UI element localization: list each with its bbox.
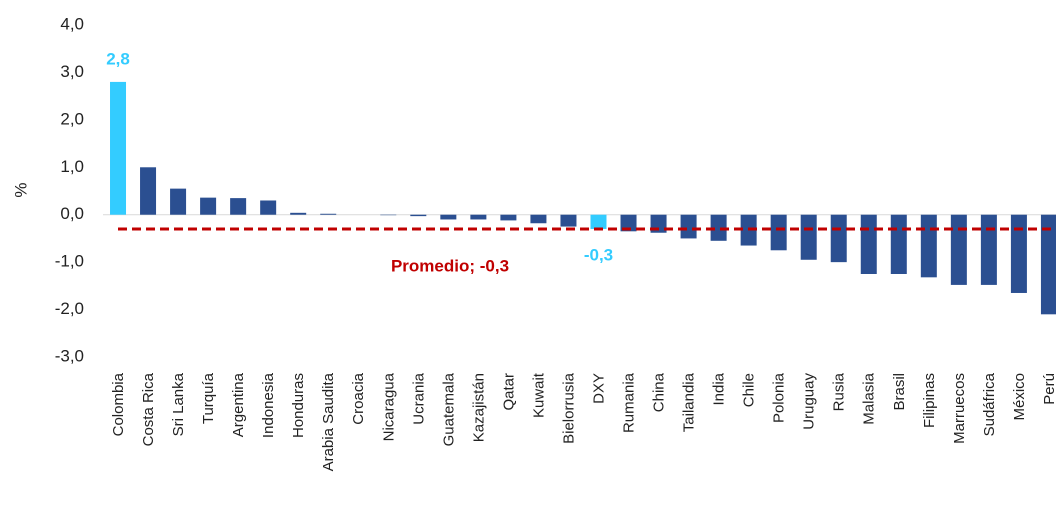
x-tick-label: DXY xyxy=(590,373,607,404)
bar xyxy=(530,214,547,224)
x-tick-label: Kuwait xyxy=(530,372,547,418)
bar xyxy=(470,214,487,220)
x-tick-label: Perú xyxy=(1041,373,1056,405)
bar xyxy=(290,212,307,215)
bar xyxy=(950,214,967,285)
x-tick-label: India xyxy=(711,372,728,405)
x-tick-label: México xyxy=(1011,373,1028,421)
bar xyxy=(830,214,847,263)
x-tick-label: Ucrania xyxy=(410,372,427,424)
x-tick-label: Indonesia xyxy=(260,372,277,438)
x-tick-label: Turquía xyxy=(200,372,217,424)
bar xyxy=(260,200,277,215)
bar xyxy=(500,214,517,221)
x-tick-label: Colombia xyxy=(110,372,127,436)
bar xyxy=(560,214,577,227)
x-tick-label: Argentina xyxy=(230,372,247,437)
x-tick-label: Rumania xyxy=(620,372,637,433)
bar xyxy=(230,198,247,215)
average-label: Promedio; -0,3 xyxy=(391,256,509,275)
x-tick-label: Kazajistán xyxy=(470,373,487,442)
bar xyxy=(1010,214,1027,293)
y-axis-label: % xyxy=(11,182,30,197)
x-tick-label: Chile xyxy=(741,373,758,407)
x-tick-label: Guatemala xyxy=(440,372,457,446)
data-label: -0,3 xyxy=(584,245,613,264)
bar xyxy=(1040,214,1056,315)
x-tick-label: Rusia xyxy=(831,372,848,411)
x-tick-label: Croacia xyxy=(350,372,367,424)
x-tick-label: Malasia xyxy=(861,372,878,424)
y-tick-label: 4,0 xyxy=(60,14,84,33)
bar xyxy=(320,213,337,215)
bar xyxy=(800,214,817,260)
x-tick-label: Arabia Saudita xyxy=(320,372,337,471)
x-tick-label: Sri Lanka xyxy=(170,372,187,436)
bar xyxy=(890,214,907,274)
y-tick-label: 0,0 xyxy=(60,204,84,223)
x-tick-label: Sudáfrica xyxy=(981,372,998,436)
bar xyxy=(200,197,217,215)
bar xyxy=(440,214,457,220)
bar xyxy=(110,81,127,215)
x-tick-label: Brasil xyxy=(891,373,908,411)
bar xyxy=(770,214,787,251)
bar xyxy=(140,167,157,215)
y-tick-label: 2,0 xyxy=(60,109,84,128)
x-tick-label: Tailandia xyxy=(681,372,698,432)
y-tick-label: 1,0 xyxy=(60,157,84,176)
x-tick-label: Polonia xyxy=(771,372,788,423)
x-tick-label: China xyxy=(651,372,668,412)
data-label: 2,8 xyxy=(106,49,130,68)
bar xyxy=(680,214,697,239)
x-tick-label: Marruecos xyxy=(951,373,968,444)
bar xyxy=(620,214,637,232)
bar xyxy=(590,214,607,229)
bar xyxy=(410,214,427,217)
bar xyxy=(920,214,937,278)
x-tick-label: Nicaragua xyxy=(380,372,397,441)
y-tick-label: 3,0 xyxy=(60,62,84,81)
y-tick-label: -1,0 xyxy=(55,252,84,271)
x-tick-label: Honduras xyxy=(290,373,307,438)
y-tick-label: -2,0 xyxy=(55,299,84,318)
x-tick-label: Filipinas xyxy=(921,373,938,428)
x-tick-label: Qatar xyxy=(500,373,517,411)
bar xyxy=(710,214,727,241)
x-tick-label: Bielorrusia xyxy=(560,372,577,444)
bar xyxy=(980,214,997,285)
bar xyxy=(860,214,877,274)
x-tick-label: Costa Rica xyxy=(140,372,157,446)
y-tick-label: -3,0 xyxy=(55,346,84,365)
x-tick-label: Uruguay xyxy=(801,373,818,430)
bar xyxy=(170,188,187,215)
